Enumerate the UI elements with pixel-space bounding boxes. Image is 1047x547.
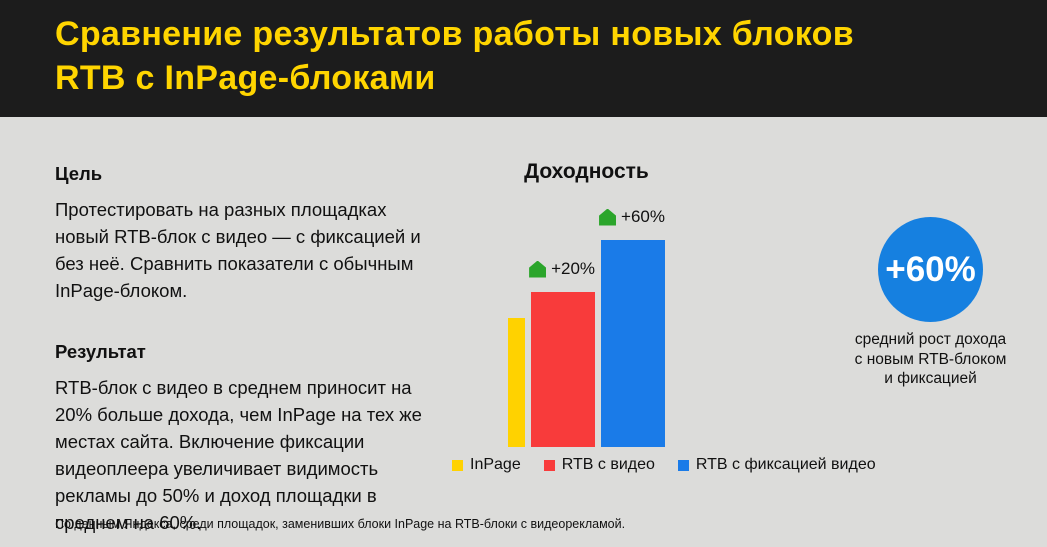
result-heading: Результат [55, 341, 146, 362]
growth-arrow-icon [599, 208, 617, 226]
goal-heading: Цель [55, 163, 103, 184]
bar-annotation-label: +20% [551, 259, 596, 278]
bar-chart: +20% +60% [508, 203, 665, 447]
chart-legend: InPage RTB с видео RTB с фиксацией видео [452, 456, 876, 474]
footnote: По данным Яндекса, среди площадок, замен… [55, 517, 626, 531]
highlight-caption: средний рост дохода с новым RTB-блоком и… [818, 330, 1043, 389]
legend-item: RTB с видео [543, 456, 655, 474]
highlight-caption-line: и фиксацией [884, 370, 977, 387]
legend-item: InPage [452, 456, 521, 474]
highlight-caption-line: средний рост дохода [854, 331, 1007, 348]
slide-title-line-2: RTB с InPage-блоками [55, 59, 436, 97]
legend-label: RTB с видео [561, 456, 655, 473]
slide-title-line-1: Сравнение результатов работы новых блоко… [55, 15, 854, 53]
chart-title: Доходность [524, 160, 649, 183]
highlight-circle: +60% [878, 217, 983, 322]
bar-annotation: +60% [599, 207, 665, 227]
legend-label: InPage [470, 456, 521, 473]
bar-group-0 [508, 318, 526, 447]
text-column: Цель Протестировать на разных площадках … [55, 163, 433, 536]
bar-annotation-label: +60% [621, 207, 665, 226]
slide-header: Сравнение результатов работы новых блоко… [0, 0, 1047, 117]
legend-label: RTB с фиксацией видео [695, 456, 876, 473]
highlight-caption-line: с новым RTB-блоком [854, 350, 1007, 368]
bar [531, 292, 596, 447]
slide-title: Сравнение результатов работы новых блоко… [55, 12, 1007, 100]
bar-group-1: +20% [529, 259, 596, 447]
highlight-value: +60% [885, 249, 976, 289]
goal-text: Протестировать на разных площадках новый… [55, 199, 421, 301]
bar [601, 240, 665, 447]
bar [508, 318, 526, 447]
legend-swatch [452, 459, 463, 471]
legend-swatch [543, 459, 555, 471]
result-text: RTB-блок с видео в среднем приносит на 2… [55, 377, 422, 533]
legend-swatch [677, 459, 689, 471]
legend-item: RTB с фиксацией видео [677, 456, 876, 474]
bar-group-2: +60% [599, 207, 665, 447]
growth-arrow-icon [529, 260, 547, 278]
bar-annotation: +20% [529, 259, 595, 279]
